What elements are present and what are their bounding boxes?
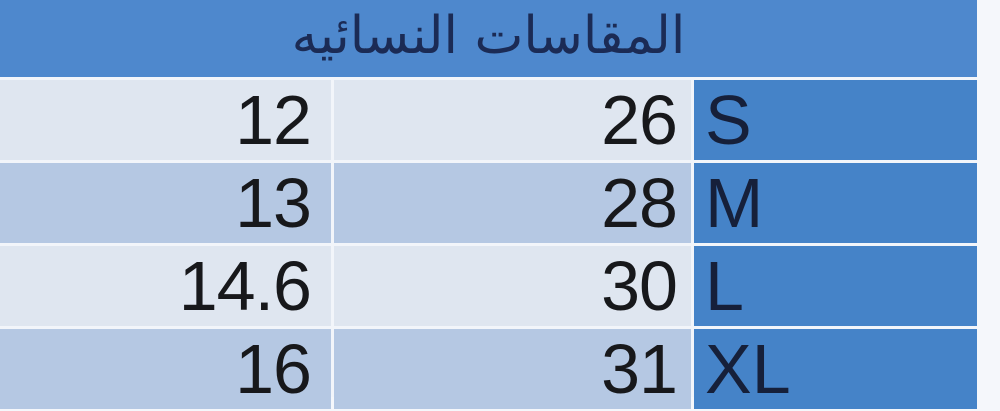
cell-measurement-2: 26 [334,80,691,160]
cell-measurement-2: 31 [334,329,691,409]
table-title-bar: المقاسات النسائيه [0,0,977,77]
cell-size-label: L [694,246,977,326]
cell-size-label: S [694,80,977,160]
cell-measurement-1: 13 [0,163,331,243]
table-title: المقاسات النسائيه [291,5,686,66]
table-row: 13 28 M [0,163,977,243]
cell-measurement-1: 14.6 [0,246,331,326]
cell-measurement-1: 16 [0,329,331,409]
table-row: 12 26 S [0,80,977,160]
table-row: 14.6 30 L [0,246,977,326]
cell-size-label: XL [694,329,977,409]
cell-measurement-2: 30 [334,246,691,326]
women-sizes-table: المقاسات النسائيه 12 26 S 13 28 M 14.6 3… [0,0,977,409]
cell-measurement-1: 12 [0,80,331,160]
cell-measurement-2: 28 [334,163,691,243]
table-row: 16 31 XL [0,329,977,409]
cell-size-label: M [694,163,977,243]
